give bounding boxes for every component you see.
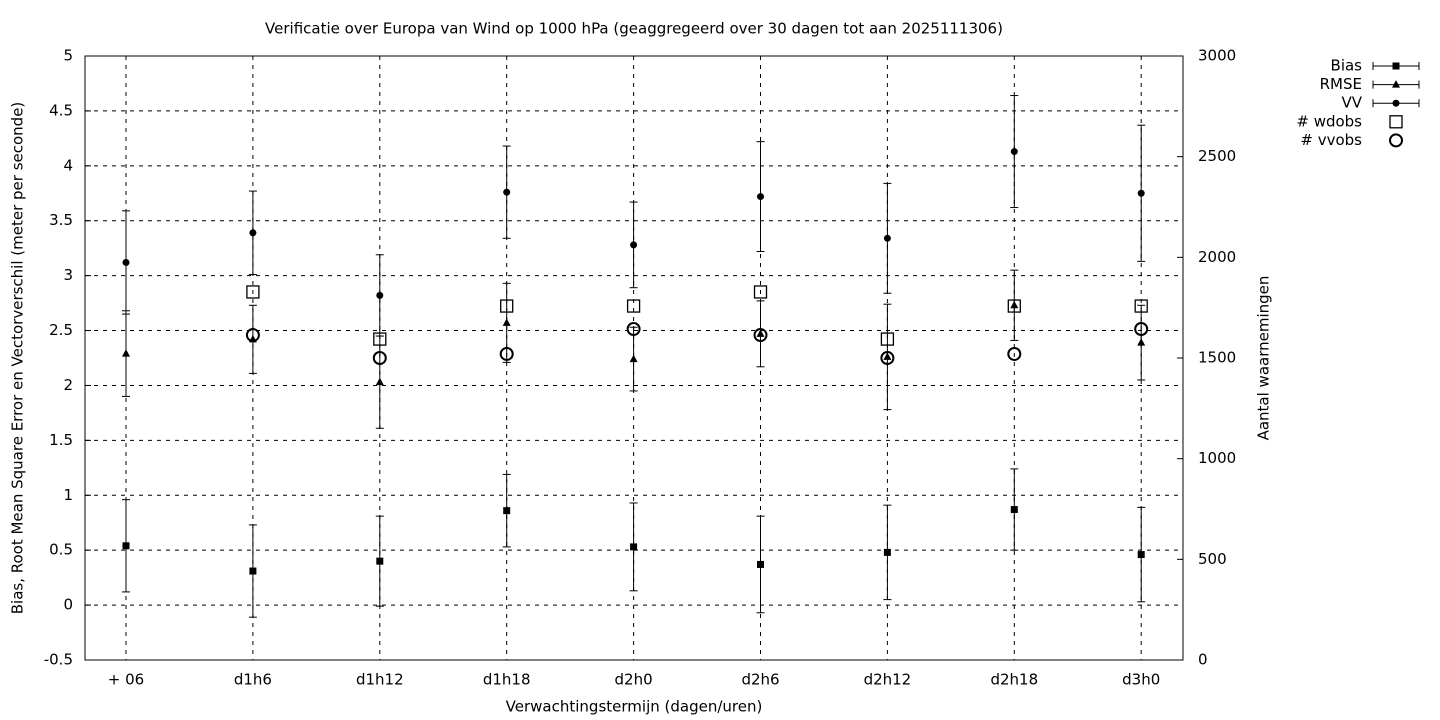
marker — [630, 543, 638, 551]
legend-marker — [1392, 99, 1400, 107]
marker — [122, 349, 130, 357]
legend-marker — [1389, 115, 1403, 129]
marker — [1010, 300, 1019, 309]
marker — [753, 285, 768, 299]
legend-marker — [1389, 133, 1403, 148]
marker — [1007, 299, 1021, 313]
marker — [503, 507, 511, 515]
y-tick-label: 1 — [63, 486, 73, 504]
chart-title: Verificatie over Europa van Wind op 1000… — [265, 20, 1003, 38]
marker — [883, 352, 892, 360]
x-tick-label: d1h12 — [356, 671, 404, 689]
y-tick-label: 2.5 — [49, 321, 73, 339]
y2-tick-label: 1500 — [1198, 349, 1236, 367]
marker — [629, 354, 638, 363]
marker — [1007, 346, 1022, 361]
legend-label: RMSE — [1320, 75, 1362, 93]
marker — [372, 351, 387, 365]
x-tick-label: d3h0 — [1122, 671, 1160, 689]
x-tick-label: d1h18 — [483, 671, 531, 689]
marker — [1010, 148, 1018, 156]
y-tick-label: 3.5 — [49, 211, 73, 229]
x-axis-label: Verwachtingstermijn (dagen/uren) — [506, 698, 763, 716]
marker — [502, 318, 511, 326]
y-tick-label: 4 — [63, 156, 73, 174]
y2-tick-label: 2500 — [1198, 147, 1236, 165]
marker — [376, 557, 384, 565]
marker — [757, 560, 764, 568]
y-tick-label: 1.5 — [49, 431, 73, 449]
y2-tick-label: 3000 — [1198, 47, 1236, 65]
y2-tick-label: 2000 — [1198, 248, 1236, 266]
legend-label: # vvobs — [1300, 131, 1362, 149]
marker — [503, 188, 511, 196]
y2-tick-label: 0 — [1198, 651, 1208, 669]
marker — [376, 291, 384, 299]
y2-tick-label: 500 — [1198, 550, 1227, 568]
y-tick-label: 2 — [63, 376, 73, 394]
y-tick-label: 4.5 — [49, 101, 73, 119]
marker — [122, 258, 130, 266]
y2-axis-label: Aantal waarnemingen — [1255, 276, 1273, 441]
legend-label: # wdobs — [1296, 112, 1362, 130]
x-tick-label: d1h6 — [234, 671, 272, 689]
y2-tick-label: 1000 — [1198, 449, 1236, 467]
marker — [1010, 506, 1018, 514]
marker — [1134, 299, 1148, 313]
x-tick-label: + 06 — [108, 671, 144, 689]
marker — [753, 328, 768, 343]
marker — [880, 351, 895, 365]
legend-marker — [1392, 62, 1400, 70]
marker — [883, 234, 891, 242]
marker — [880, 332, 895, 346]
y-tick-label: -0.5 — [44, 651, 73, 669]
marker — [375, 377, 384, 386]
y-tick-label: 0 — [63, 596, 73, 614]
y-tick-label: 3 — [63, 266, 73, 284]
marker — [626, 322, 641, 337]
marker — [630, 241, 638, 249]
marker — [1137, 551, 1145, 559]
x-tick-label: d2h6 — [741, 671, 779, 689]
x-tick-label: d2h0 — [615, 671, 653, 689]
marker — [756, 329, 765, 337]
x-tick-label: d2h18 — [990, 671, 1038, 689]
legend-marker — [1392, 80, 1400, 88]
marker — [1137, 338, 1146, 346]
marker — [883, 548, 891, 556]
legend-label: VV — [1341, 94, 1362, 112]
marker — [626, 299, 641, 313]
marker — [373, 332, 387, 346]
marker — [245, 328, 260, 343]
marker — [246, 285, 260, 299]
y-tick-label: 5 — [63, 47, 73, 65]
marker — [757, 193, 764, 201]
marker — [122, 542, 130, 550]
marker — [500, 299, 514, 313]
marker — [1134, 322, 1149, 337]
legend-label: Bias — [1331, 57, 1363, 75]
y-axis-label: Bias, Root Mean Square Error en Vectorve… — [9, 102, 27, 615]
marker — [249, 229, 257, 237]
x-tick-label: d2h12 — [864, 671, 912, 689]
marker — [249, 567, 257, 575]
y-tick-label: 0.5 — [49, 541, 73, 559]
marker — [499, 346, 514, 361]
marker — [1137, 189, 1145, 197]
